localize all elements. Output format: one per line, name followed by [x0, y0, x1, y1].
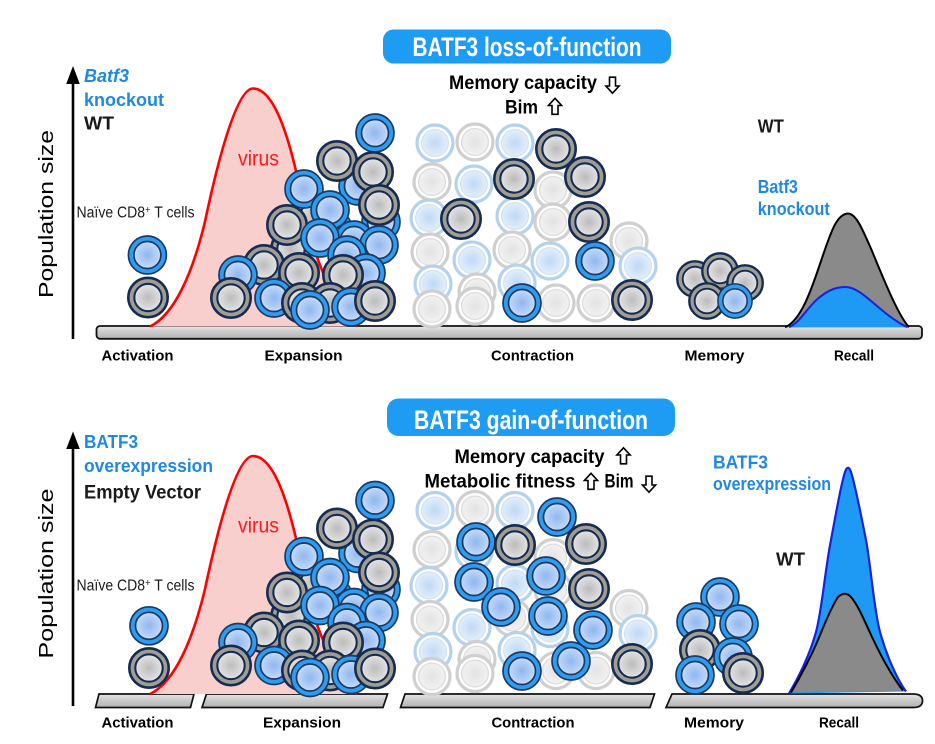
- svg-text:Metabolic fitness: Metabolic fitness: [425, 472, 576, 493]
- svg-text:Population size: Population size: [36, 130, 58, 298]
- svg-text:WT: WT: [776, 550, 805, 570]
- svg-text:Expansion: Expansion: [263, 715, 341, 732]
- svg-text:Memory: Memory: [684, 715, 745, 732]
- svg-text:Contraction: Contraction: [491, 348, 574, 365]
- svg-text:BATF3 loss-of-function: BATF3 loss-of-function: [413, 32, 642, 62]
- svg-text:Naïve CD8+ T cells: Naïve CD8+ T cells: [77, 577, 195, 595]
- svg-text:BATF3: BATF3: [84, 432, 138, 452]
- svg-text:Population size: Population size: [36, 489, 58, 659]
- svg-text:knockout: knockout: [758, 199, 830, 219]
- svg-text:overexpression: overexpression: [84, 456, 213, 476]
- svg-text:Activation: Activation: [102, 715, 174, 732]
- svg-text:Activation: Activation: [102, 348, 174, 365]
- svg-text:Batf3: Batf3: [84, 66, 129, 86]
- svg-text:Recall: Recall: [834, 348, 874, 365]
- svg-text:Bim: Bim: [605, 472, 634, 493]
- svg-text:virus: virus: [238, 147, 279, 171]
- svg-text:BATF3 gain-of-function: BATF3 gain-of-function: [414, 405, 648, 435]
- svg-text:Memory capacity: Memory capacity: [449, 73, 597, 94]
- svg-text:Batf3: Batf3: [758, 177, 798, 197]
- svg-text:knockout: knockout: [84, 90, 164, 110]
- svg-text:virus: virus: [238, 514, 279, 538]
- svg-text:Naïve CD8+ T cells: Naïve CD8+ T cells: [77, 204, 195, 222]
- svg-text:WT: WT: [84, 114, 114, 134]
- svg-text:Memory capacity: Memory capacity: [455, 447, 605, 468]
- svg-text:Expansion: Expansion: [265, 348, 343, 365]
- svg-text:overexpression: overexpression: [713, 474, 831, 494]
- svg-text:Recall: Recall: [819, 715, 859, 732]
- svg-text:BATF3: BATF3: [713, 453, 768, 473]
- svg-text:WT: WT: [758, 117, 784, 137]
- svg-text:Empty Vector: Empty Vector: [84, 483, 202, 504]
- svg-text:Memory: Memory: [685, 348, 746, 365]
- svg-text:Contraction: Contraction: [492, 715, 575, 732]
- svg-text:Bim: Bim: [505, 97, 538, 118]
